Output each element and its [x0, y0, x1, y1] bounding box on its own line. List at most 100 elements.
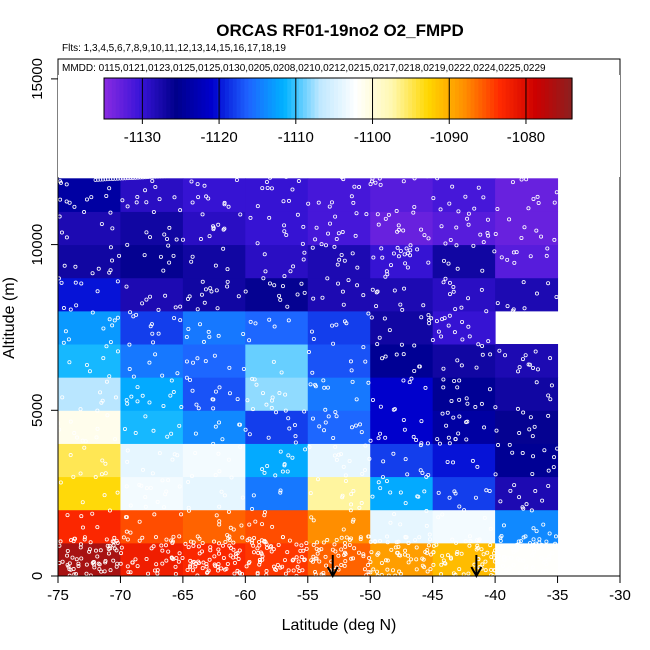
sample-point [67, 360, 72, 365]
sample-point [227, 391, 232, 396]
x-tick-label: -70 [110, 587, 132, 604]
sample-point [111, 558, 116, 563]
sample-point [421, 303, 426, 308]
sample-point [394, 209, 399, 214]
sample-point [70, 555, 75, 560]
sample-point [403, 261, 408, 266]
sample-point [455, 549, 460, 554]
sample-point [254, 382, 259, 387]
sample-point [207, 234, 212, 239]
sample-point [512, 483, 517, 488]
sample-point [415, 247, 420, 252]
arrow-marker [326, 555, 339, 579]
heatmap-cell [182, 310, 246, 345]
sample-point [355, 283, 360, 288]
sample-point [473, 495, 478, 500]
sample-point [225, 284, 230, 289]
sample-point [252, 535, 257, 540]
sample-point [179, 512, 184, 517]
sample-point [144, 230, 149, 235]
heatmap-cell [120, 410, 184, 444]
sample-point [274, 410, 279, 415]
sample-point [301, 257, 306, 262]
sample-point [383, 216, 388, 221]
sample-point [354, 211, 359, 216]
sample-point [162, 232, 167, 237]
colorbar-swatch [451, 78, 456, 119]
sample-point [237, 548, 242, 553]
sample-point [208, 548, 213, 553]
sample-point [452, 489, 457, 494]
sample-point [431, 562, 436, 567]
sample-point [291, 264, 296, 269]
sample-point [316, 477, 321, 482]
sample-point [189, 179, 194, 184]
sample-point [476, 342, 481, 347]
sample-point [148, 235, 153, 240]
sample-point [279, 370, 284, 375]
sample-point [480, 268, 485, 273]
colorbar-swatch [540, 78, 546, 119]
sample-point [150, 179, 155, 184]
sample-point [328, 221, 333, 226]
sample-point [88, 540, 93, 545]
sample-point [148, 485, 153, 490]
colorbar-swatch [384, 78, 390, 119]
sample-point [457, 504, 462, 509]
sample-point [207, 334, 212, 339]
colorbar-swatch [365, 78, 370, 119]
colorbar-swatch [334, 78, 339, 119]
sample-point [101, 356, 106, 361]
sample-point [216, 451, 221, 456]
sample-point [357, 185, 362, 190]
sample-point [106, 177, 110, 182]
sample-point [358, 535, 363, 540]
sample-point [546, 413, 551, 418]
sample-point [126, 570, 131, 575]
sample-point [91, 560, 96, 565]
sample-point [197, 536, 202, 541]
sample-point [212, 539, 217, 544]
sample-point [323, 407, 328, 412]
colorbar-swatch [263, 78, 269, 119]
sample-point [491, 551, 496, 556]
sample-point [188, 565, 193, 570]
sample-point [311, 296, 316, 301]
sample-point [221, 555, 226, 560]
sample-point [65, 548, 70, 553]
sample-point [468, 539, 473, 544]
colorbar-swatch [345, 78, 351, 119]
sample-point [323, 554, 328, 559]
sample-point [104, 379, 109, 384]
sample-point [125, 537, 130, 542]
sample-point [213, 389, 218, 394]
sample-point [140, 301, 145, 306]
sample-point [530, 553, 535, 558]
colorbar-swatch [466, 78, 472, 119]
colorbar-swatch [556, 78, 561, 119]
sample-point [494, 428, 499, 433]
y-tick-label: 0 [29, 572, 46, 580]
sample-point [521, 410, 526, 415]
sample-point [422, 233, 427, 238]
sample-point [135, 399, 140, 404]
sample-point [125, 242, 130, 247]
sample-point [342, 563, 347, 568]
sample-point [155, 571, 160, 576]
sample-point [499, 328, 504, 333]
sample-point [485, 550, 490, 555]
sample-point [441, 258, 446, 263]
sample-point [363, 359, 368, 364]
sample-point [111, 177, 115, 181]
sample-point [188, 377, 193, 382]
sample-point [323, 420, 328, 425]
sample-point [144, 200, 149, 205]
colorbar-swatch [443, 78, 448, 119]
sample-point [456, 431, 461, 436]
sample-point [190, 200, 195, 205]
sample-point [396, 254, 401, 259]
sample-point [93, 475, 98, 480]
sample-point [271, 547, 276, 552]
sample-point [134, 200, 139, 205]
sample-point [166, 549, 171, 554]
